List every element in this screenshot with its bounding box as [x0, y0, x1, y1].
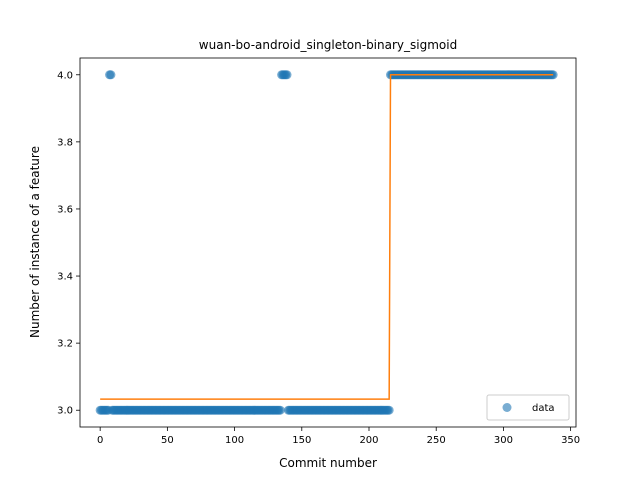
data-point	[275, 405, 285, 415]
axes-frame	[79, 57, 577, 428]
y-tick-label: 3.2	[57, 339, 73, 350]
x-tick-label: 100	[225, 435, 244, 446]
plot-area	[95, 70, 558, 415]
y-tick-label: 3.4	[57, 272, 73, 283]
legend-label-data: data	[532, 403, 555, 414]
data-point	[282, 70, 292, 80]
y-tick-label: 3.0	[57, 406, 73, 417]
x-axis-label: Commit number	[279, 456, 377, 470]
y-tick-label: 3.8	[57, 137, 73, 148]
legend: data	[486, 394, 570, 421]
data-point	[106, 70, 116, 80]
x-tick-label: 300	[494, 435, 513, 446]
y-axis-label: Number of instance of a feature	[28, 146, 42, 338]
chart-title: wuan-bo-android_singleton-binary_sigmoid	[199, 38, 457, 52]
y-tick-label: 3.6	[57, 204, 73, 215]
axes: 0 50 100 150 200 250 300 350 3.0 3.2 3.4 3.6 3.8 4.0	[57, 57, 580, 446]
x-tick-label: 200	[359, 435, 378, 446]
fit-line	[100, 74, 554, 400]
data-point	[384, 405, 394, 415]
legend-marker-data	[502, 403, 512, 412]
x-tick-label: 0	[97, 435, 103, 446]
x-tick-label: 50	[161, 435, 174, 446]
x-tick-label: 250	[427, 435, 446, 446]
y-tick-label: 4.0	[57, 70, 73, 81]
x-tick-label: 350	[561, 435, 580, 446]
legend-box	[486, 394, 570, 421]
x-tick-label: 150	[292, 435, 311, 446]
